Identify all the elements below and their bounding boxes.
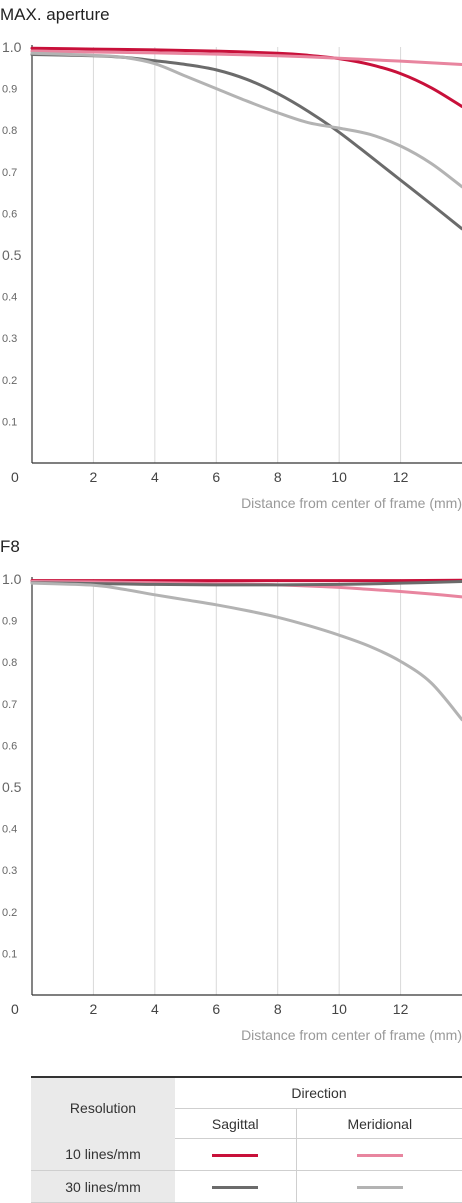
legend-cell xyxy=(296,1139,462,1171)
mtf-chart-max-aperture: 2 4 6 8 10 12 1.0 0.9 0.8 0.7 0.6 0.5 0.4 0.3 0.2 0.1 0 D… xyxy=(0,0,462,520)
meridional-header: Meridional xyxy=(296,1109,462,1139)
y-tick-label: 0.4 xyxy=(2,292,17,304)
origin-label: 0 xyxy=(11,469,19,485)
swatch-meridional-30 xyxy=(357,1186,403,1189)
mtf-chart-f8: 2 4 6 8 10 12 1.0 0.9 0.8 0.7 0.6 0.5 0.4 0.3 0.2 0.1 0 D… xyxy=(0,532,462,1052)
y-tick-label: 0.1 xyxy=(2,948,17,960)
sagittal-header: Sagittal xyxy=(175,1109,296,1139)
resolution-header: Resolution xyxy=(31,1077,175,1139)
y-tick-label: 1.0 xyxy=(2,571,22,587)
swatch-sagittal-10 xyxy=(212,1154,258,1157)
series-line-m30 xyxy=(32,583,462,719)
x-tick-label: 2 xyxy=(90,1001,98,1017)
swatch-meridional-10 xyxy=(357,1154,403,1157)
origin-label: 0 xyxy=(11,1001,19,1017)
y-tick-label: 0.8 xyxy=(2,125,17,137)
row-label-10: 10 lines/mm xyxy=(31,1139,175,1171)
x-tick-label: 12 xyxy=(393,1001,409,1017)
series-line-s30 xyxy=(32,54,462,228)
x-tick-label: 10 xyxy=(331,1001,347,1017)
legend-cell xyxy=(175,1171,296,1203)
y-tick-label: 0.8 xyxy=(2,657,17,669)
y-tick-label: 0.2 xyxy=(2,907,17,919)
x-tick-label: 6 xyxy=(212,1001,220,1017)
x-axis-label: Distance from center of frame (mm) xyxy=(241,1027,462,1043)
x-tick-label: 4 xyxy=(151,469,159,485)
y-tick-label: 0.5 xyxy=(2,247,22,263)
y-tick-label: 0.9 xyxy=(2,616,17,628)
legend-cell xyxy=(175,1139,296,1171)
direction-header: Direction xyxy=(175,1077,462,1109)
y-tick-label: 0.2 xyxy=(2,375,17,387)
legend-table: Resolution Direction Sagittal Meridional… xyxy=(31,1076,462,1203)
x-tick-label: 10 xyxy=(331,469,347,485)
y-tick-label: 0.9 xyxy=(2,84,17,96)
y-tick-label: 0.5 xyxy=(2,779,22,795)
x-tick-label: 8 xyxy=(274,469,282,485)
swatch-sagittal-30 xyxy=(212,1186,258,1189)
x-axis-label: Distance from center of frame (mm) xyxy=(241,495,462,511)
y-tick-label: 0.6 xyxy=(2,208,17,220)
y-tick-label: 0.6 xyxy=(2,740,17,752)
y-tick-label: 0.7 xyxy=(2,167,17,179)
y-tick-label: 0.1 xyxy=(2,416,17,428)
y-tick-label: 0.7 xyxy=(2,699,17,711)
y-tick-label: 1.0 xyxy=(2,39,22,55)
y-tick-label: 0.3 xyxy=(2,865,17,877)
y-tick-label: 0.3 xyxy=(2,333,17,345)
row-label-30: 30 lines/mm xyxy=(31,1171,175,1203)
legend-cell xyxy=(296,1171,462,1203)
y-tick-label: 0.4 xyxy=(2,824,17,836)
x-tick-label: 8 xyxy=(274,1001,282,1017)
x-tick-label: 12 xyxy=(393,469,409,485)
x-tick-label: 6 xyxy=(212,469,220,485)
x-tick-label: 2 xyxy=(90,469,98,485)
x-tick-label: 4 xyxy=(151,1001,159,1017)
